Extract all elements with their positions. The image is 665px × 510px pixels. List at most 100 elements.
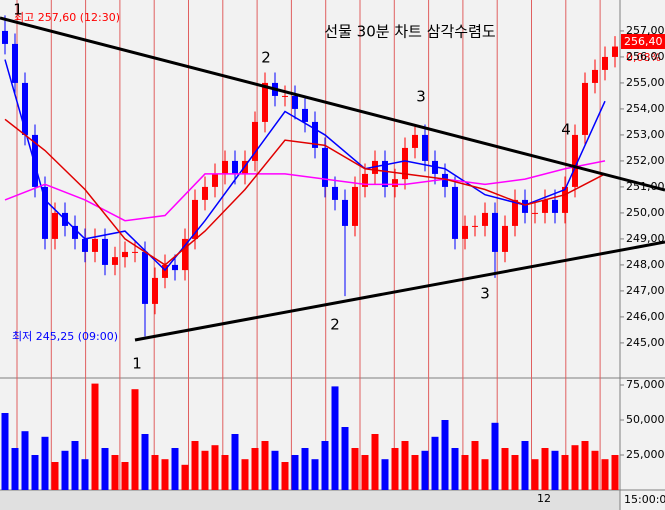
y-tick-label: 253,00: [626, 128, 665, 141]
volume-bar: [341, 427, 349, 490]
candle-body: [502, 225, 508, 252]
candle-body: [492, 212, 498, 252]
candle-body: [572, 134, 578, 187]
volume-bar: [281, 462, 289, 490]
candle-body: [182, 238, 188, 271]
volume-bar: [151, 455, 159, 490]
candle-body: [342, 199, 348, 226]
candle-body: [102, 238, 108, 265]
high-note: 최고 257,60 (12:30): [14, 11, 120, 24]
volume-bar: [541, 448, 549, 490]
candle-body: [362, 173, 368, 187]
candle-body: [392, 179, 398, 187]
candle-body: [162, 264, 168, 278]
candle-body: [22, 82, 28, 135]
candle-body: [402, 147, 408, 180]
volume-bar: [471, 441, 479, 490]
candle-body: [292, 95, 298, 109]
candle-body: [542, 199, 548, 213]
volume-bar: [421, 450, 429, 490]
candle-body: [322, 147, 328, 187]
candle-body: [612, 46, 618, 57]
candle-body: [2, 30, 8, 44]
candle-body: [242, 160, 248, 174]
candle-body: [112, 257, 118, 265]
y-tick-label: 252,00: [626, 154, 665, 167]
volume-bar: [91, 383, 99, 490]
y2-tick-label: 75,000: [626, 378, 665, 391]
candle-body: [232, 160, 238, 174]
candle-body: [202, 186, 208, 200]
volume-bar: [171, 448, 179, 490]
volume-bar: [191, 441, 199, 490]
candle-body: [302, 108, 308, 122]
y-tick-label: 254,00: [626, 102, 665, 115]
candle-body: [382, 160, 388, 187]
candle-body: [52, 212, 58, 239]
volume-bar: [291, 455, 299, 490]
volume-bar: [381, 459, 389, 490]
candle-body: [592, 69, 598, 83]
candle-body: [172, 264, 178, 271]
volume-bar: [531, 459, 539, 490]
candle-body: [192, 199, 198, 239]
volume-bar: [31, 455, 39, 490]
volume-bar: [111, 455, 119, 490]
volume-bar: [611, 455, 619, 490]
y-tick-label: 250,00: [626, 206, 665, 219]
candle-body: [312, 121, 318, 148]
wave-label: 1: [132, 355, 142, 373]
volume-bar: [261, 441, 269, 490]
y2-tick-label: 25,000: [626, 448, 665, 461]
candle-body: [142, 251, 148, 304]
moving-average: [4, 118, 606, 266]
volume-bar: [61, 450, 69, 490]
candle-body: [82, 238, 88, 252]
x-tick-label: 12: [537, 492, 551, 505]
y-tick-label: 248,00: [626, 258, 665, 271]
candle-body: [532, 212, 538, 214]
volume-bar: [131, 389, 139, 490]
wave-label: 1: [13, 1, 23, 19]
candle-body: [462, 225, 468, 239]
candle-body: [472, 225, 478, 227]
y-tick-label: 257,00: [626, 24, 665, 37]
candle-body: [552, 199, 558, 213]
volume-bar: [581, 441, 589, 490]
candle-body: [132, 251, 138, 253]
volume-bar: [121, 462, 129, 490]
volume-bar: [391, 448, 399, 490]
volume-bar: [181, 464, 189, 490]
low-note: 최저 245,25 (09:00): [12, 330, 118, 343]
y-tick-label: 247,00: [626, 284, 665, 297]
volume-bar: [411, 455, 419, 490]
y-tick-label: 245,00: [626, 336, 665, 349]
candle-body: [412, 134, 418, 148]
candle-body: [222, 160, 228, 174]
candle-body: [262, 82, 268, 122]
chart-title: 선물 30분 차트 삼각수렴도: [324, 23, 496, 41]
candle-body: [442, 173, 448, 187]
y-tick-label: 251,00: [626, 180, 665, 193]
volume-bar: [351, 448, 359, 490]
y-tick-label: 249,00: [626, 232, 665, 245]
volume-bar: [71, 441, 79, 490]
volume-bar: [371, 434, 379, 490]
volume-bar: [331, 386, 339, 490]
volume-bar: [41, 436, 49, 490]
volume-bar: [441, 420, 449, 490]
candle-body: [352, 186, 358, 226]
price-box: [621, 34, 665, 49]
candle-body: [72, 225, 78, 239]
candle-body: [512, 199, 518, 226]
volume-bar: [431, 436, 439, 490]
volume-bar: [311, 459, 319, 490]
candle-body: [122, 251, 128, 258]
y-tick-label: 256,00: [626, 50, 665, 63]
time-cursor: 15:00:0: [624, 493, 665, 506]
candle-body: [422, 134, 428, 161]
wave-label: 3: [416, 88, 426, 106]
volume-bar: [591, 450, 599, 490]
moving-average: [4, 59, 606, 272]
volume-bar: [321, 441, 329, 490]
